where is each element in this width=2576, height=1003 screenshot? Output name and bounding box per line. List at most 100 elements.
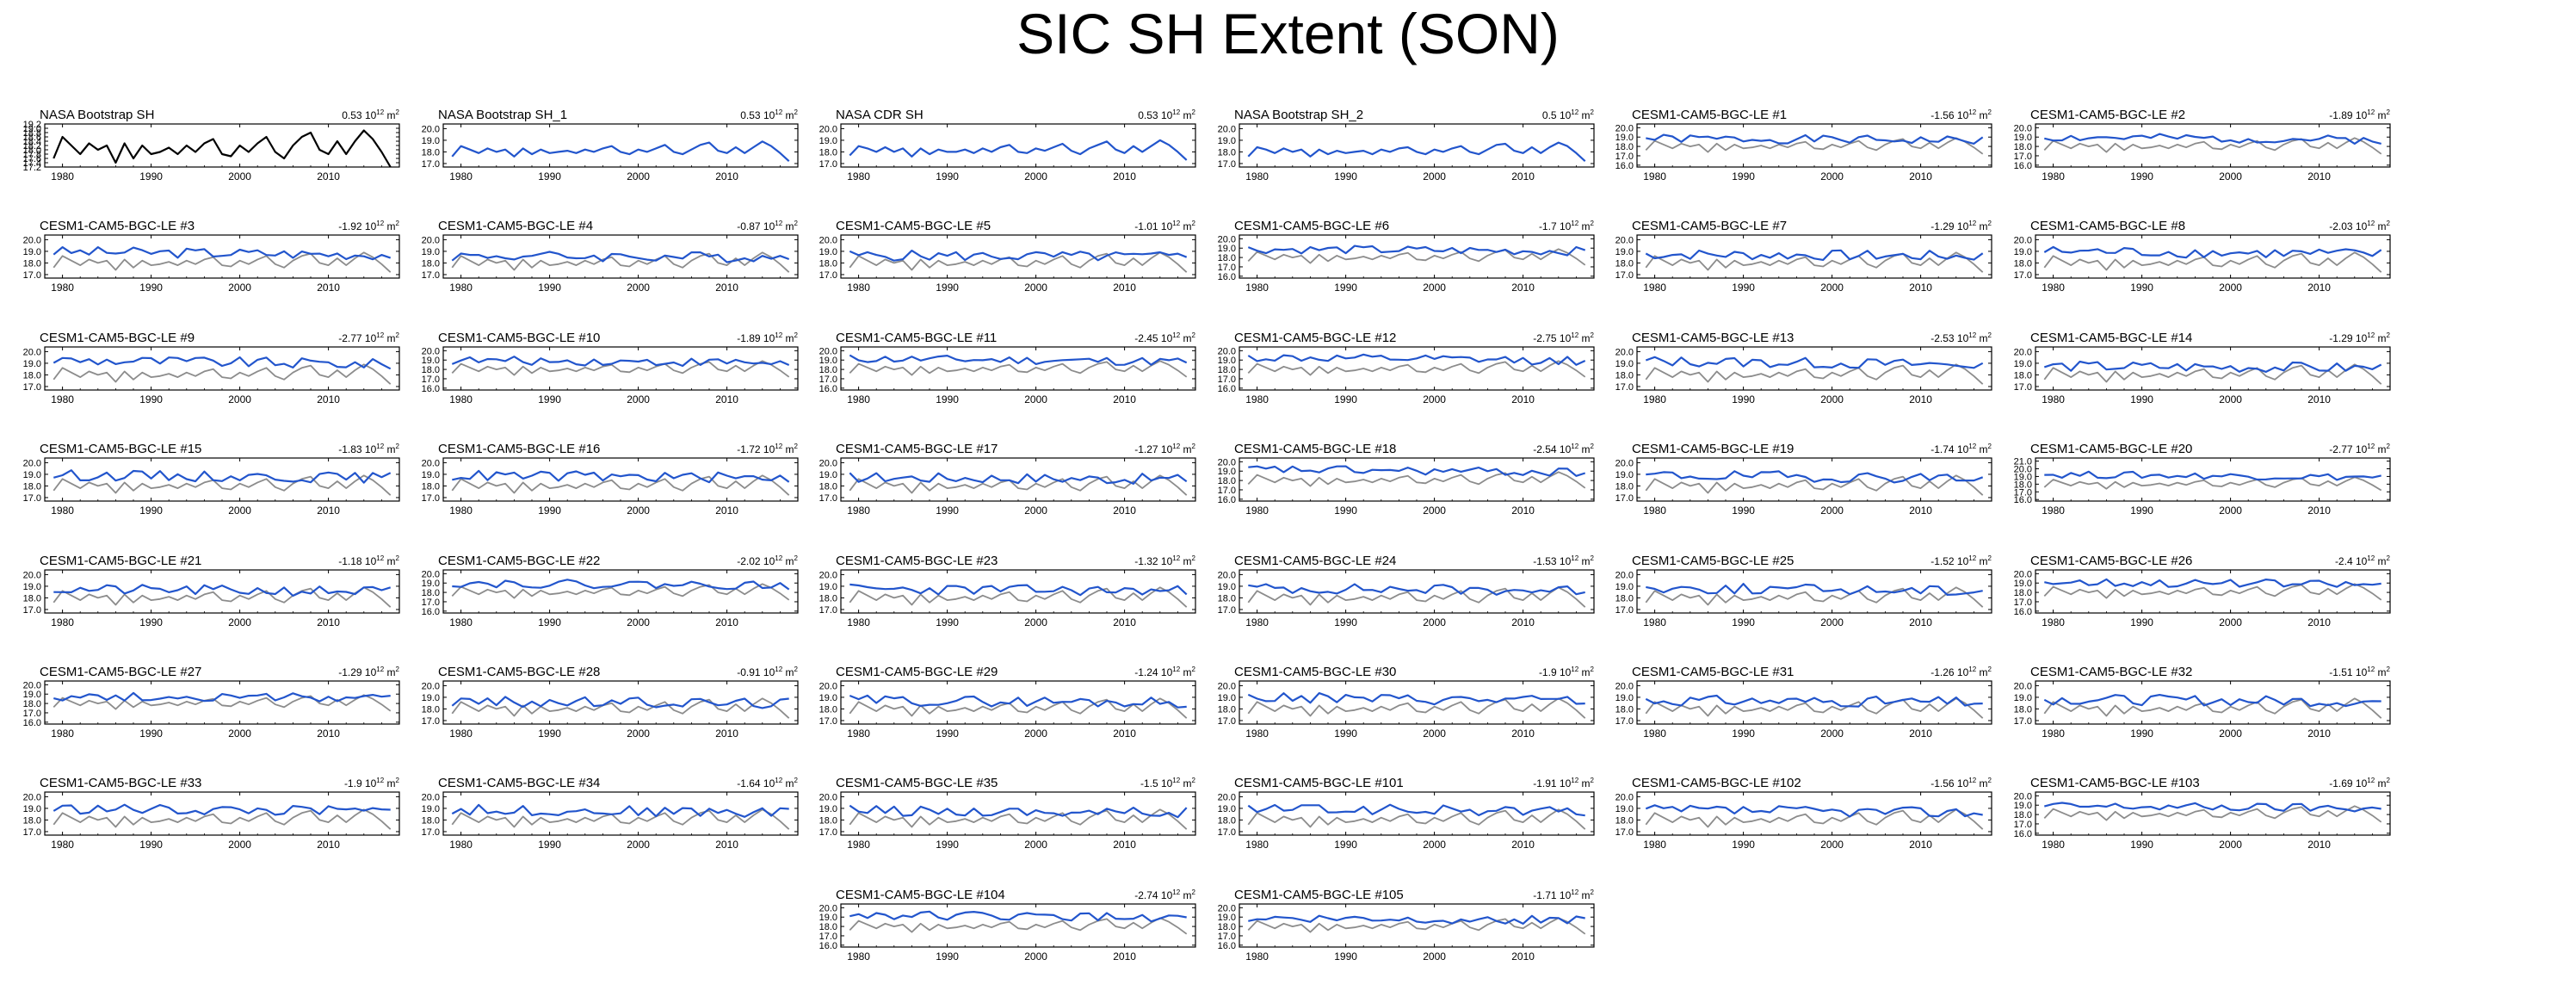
x-tick-label: 2010 xyxy=(2307,839,2331,851)
trend-label: 0.5 1012 m2 xyxy=(1542,108,1595,121)
y-tick-label: 18.0 xyxy=(1218,253,1236,263)
chart-panel: CESM1-CAM5-BGC-LE #11 -2.45 1012 m2 1980 19… xyxy=(819,331,1196,406)
x-tick-label: 2010 xyxy=(1113,950,1136,963)
panel-title: CESM1-CAM5-BGC-LE #31 xyxy=(1632,665,1794,679)
y-tick-label: 20.0 xyxy=(2014,569,2032,579)
y-tick-label: 16.0 xyxy=(2014,607,2032,617)
series-line-model xyxy=(1646,582,1983,597)
series-line-model xyxy=(1645,694,1983,708)
plot-frame xyxy=(442,123,799,168)
series-line-reference xyxy=(53,694,392,712)
y-tick-label: 18.0 xyxy=(23,370,41,381)
x-tick-label: 1980 xyxy=(847,505,870,517)
series-line-reference xyxy=(1645,586,1984,608)
x-tick-label: 2010 xyxy=(2307,616,2331,628)
y-tick-label: 18.0 xyxy=(1218,815,1236,826)
plot-frame xyxy=(442,457,799,502)
chart-panel: CESM1-CAM5-BGC-LE #32 -1.51 1012 m2 1980 19… xyxy=(2014,665,2391,740)
x-tick-label: 2010 xyxy=(2307,170,2331,183)
x-tick-label: 1990 xyxy=(936,393,959,406)
x-tick-label: 1980 xyxy=(2042,727,2065,740)
y-tick-label: 20.0 xyxy=(1615,570,1634,580)
panel-title: CESM1-CAM5-BGC-LE #12 xyxy=(1234,331,1396,345)
series-line-reference xyxy=(2043,697,2382,719)
series-line-reference xyxy=(1645,808,1984,830)
panel-title: CESM1-CAM5-BGC-LE #24 xyxy=(1234,554,1396,568)
x-tick-label: 1980 xyxy=(51,505,74,517)
x-tick-label: 2010 xyxy=(2307,393,2331,406)
x-tick-label: 1990 xyxy=(1334,727,1357,740)
plot-frame xyxy=(44,791,400,836)
x-tick-label: 2000 xyxy=(228,505,251,517)
series-line-model xyxy=(2044,802,2381,813)
x-tick-label: 2010 xyxy=(1909,505,1932,517)
trend-label: -1.9 1012 m2 xyxy=(344,777,400,789)
trend-label: -1.71 1012 m2 xyxy=(1533,888,1594,901)
y-tick-label: 20.0 xyxy=(23,570,41,580)
x-tick-label: 2000 xyxy=(1820,839,1844,851)
x-tick-label: 1990 xyxy=(936,839,959,851)
series-line-reference xyxy=(53,586,392,608)
panel-title: CESM1-CAM5-BGC-LE #1 xyxy=(1632,108,1787,122)
chart-panel: NASA Bootstrap SH_2 0.5 1012 m2 1980 1990 20… xyxy=(1218,108,1595,183)
trend-label: -1.52 1012 m2 xyxy=(1930,554,1992,567)
chart-panel: CESM1-CAM5-BGC-LE #3 -1.92 1012 m2 1980 199… xyxy=(23,219,400,294)
x-tick-label: 2010 xyxy=(1113,616,1136,628)
x-tick-label: 1990 xyxy=(1732,616,1755,628)
y-tick-label: 18.0 xyxy=(1615,704,1634,715)
y-tick-label: 19.0 xyxy=(1218,804,1236,814)
y-tick-label: 18.0 xyxy=(422,258,440,269)
chart-panel: CESM1-CAM5-BGC-LE #12 -2.75 1012 m2 1980 19… xyxy=(1218,331,1595,406)
x-tick-label: 2010 xyxy=(1113,393,1136,406)
y-tick-label: 18.0 xyxy=(1615,593,1634,604)
x-tick-label: 2000 xyxy=(1423,839,1446,851)
y-tick-label: 19.0 xyxy=(422,470,440,480)
x-tick-label: 2010 xyxy=(715,170,738,183)
page-title: SIC SH Extent (SON) xyxy=(1016,2,1560,65)
x-tick-label: 1990 xyxy=(538,393,561,406)
series-line-model xyxy=(451,251,790,263)
x-tick-label: 1980 xyxy=(51,170,74,183)
y-tick-label: 18.0 xyxy=(23,699,41,709)
y-tick-label: 19.0 xyxy=(422,804,440,814)
x-tick-label: 2000 xyxy=(1423,616,1446,628)
y-tick-label: 16.0 xyxy=(2014,829,2032,839)
y-tick-label: 19.0 xyxy=(422,693,440,703)
chart-panel: NASA Bootstrap SH_1 0.53 1012 m2 1980 1990 2… xyxy=(422,108,799,183)
chart-panel: CESM1-CAM5-BGC-LE #8 -2.03 1012 m2 1980 199… xyxy=(2014,219,2391,294)
plot-frame xyxy=(1239,234,1595,279)
chart-panel: CESM1-CAM5-BGC-LE #27 -1.29 1012 m2 1980 19… xyxy=(23,665,400,740)
x-tick-label: 2000 xyxy=(1423,393,1446,406)
y-tick-label: 20.0 xyxy=(2014,235,2032,245)
x-tick-label: 1990 xyxy=(538,170,561,183)
x-tick-label: 2010 xyxy=(1511,727,1535,740)
y-tick-label: 17.0 xyxy=(819,159,837,170)
series-line-model xyxy=(452,579,790,591)
x-tick-label: 2010 xyxy=(715,282,738,294)
trend-label: -1.89 1012 m2 xyxy=(2329,108,2390,121)
x-tick-label: 1990 xyxy=(1732,505,1755,517)
y-tick-label: 18.0 xyxy=(1615,481,1634,492)
x-tick-label: 2010 xyxy=(1909,727,1932,740)
y-tick-label: 19.0 xyxy=(1218,467,1236,477)
trend-label: -2.02 1012 m2 xyxy=(737,554,798,567)
x-tick-label: 1980 xyxy=(1643,282,1666,294)
chart-panel: CESM1-CAM5-BGC-LE #22 -2.02 1012 m2 1980 19… xyxy=(422,554,799,628)
y-tick-label: 17.0 xyxy=(819,605,837,616)
series-line xyxy=(849,139,1188,161)
x-tick-label: 2010 xyxy=(317,839,340,851)
chart-panel: CESM1-CAM5-BGC-LE #103 -1.69 1012 m2 1980 1… xyxy=(2014,776,2391,851)
chart-panel: CESM1-CAM5-BGC-LE #29 -1.24 1012 m2 1980 19… xyxy=(819,665,1196,740)
x-tick-label: 1980 xyxy=(847,170,870,183)
series-line-reference xyxy=(849,917,1188,935)
x-tick-label: 1990 xyxy=(139,170,163,183)
x-tick-label: 2000 xyxy=(1820,393,1844,406)
x-tick-label: 1980 xyxy=(2042,839,2065,851)
y-tick-label: 19.0 xyxy=(2014,801,2032,811)
y-tick-label: 20.0 xyxy=(422,346,440,356)
plot-frame xyxy=(1239,346,1595,391)
y-tick-label: 18.0 xyxy=(2014,588,2032,598)
x-tick-label: 2000 xyxy=(2219,170,2242,183)
x-tick-label: 1980 xyxy=(1643,727,1666,740)
y-tick-label: 17.0 xyxy=(2014,487,2032,498)
